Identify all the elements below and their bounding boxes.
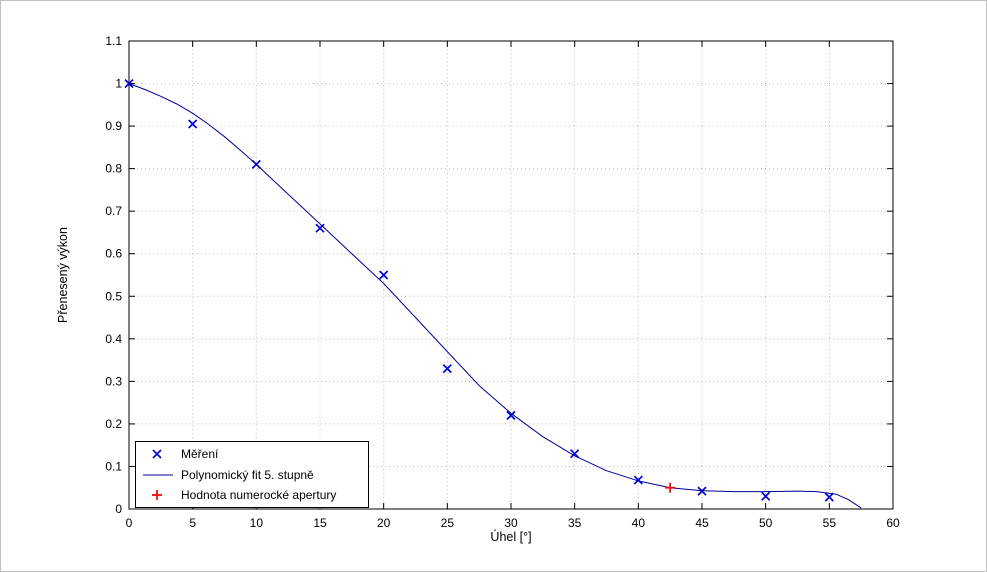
svg-text:1.1: 1.1 [105,34,122,48]
y-tick-labels: 0 0.1 0.2 0.3 0.4 0.5 0.6 0.7 0.8 0.9 1 1.1 [105,34,122,516]
svg-text:0.1: 0.1 [105,459,122,473]
legend-item-fit: Polynomický fit 5. stupně [136,465,368,485]
svg-text:0: 0 [115,502,122,516]
series-2 [665,482,676,493]
plus-marker-icon [152,489,162,500]
svg-text:30: 30 [504,516,518,530]
svg-text:1: 1 [115,77,122,91]
x-marker-icon [152,449,162,459]
svg-text:0.2: 0.2 [105,417,122,431]
svg-text:60: 60 [886,516,900,530]
svg-text:40: 40 [632,516,646,530]
svg-text:0.7: 0.7 [105,204,122,218]
svg-text:0.5: 0.5 [105,289,122,303]
plot-box [128,40,894,510]
legend-label-aperture: Hodnota numerocké apertury [181,487,337,502]
svg-text:25: 25 [441,516,455,530]
svg-text:50: 50 [759,516,773,530]
legend: Měření Polynomický fit 5. stupně Hodnota… [135,441,369,508]
svg-text:55: 55 [823,516,837,530]
x-tick-labels: 0 5 10 15 20 25 30 35 40 45 50 55 60 [126,516,900,530]
svg-text:0: 0 [126,516,133,530]
svg-text:0.3: 0.3 [105,374,122,388]
line-sample-icon [143,474,173,475]
legend-item-aperture: Hodnota numerocké apertury [136,485,368,505]
svg-text:0.6: 0.6 [105,247,122,261]
svg-text:20: 20 [377,516,391,530]
legend-label-fit: Polynomický fit 5. stupně [181,467,314,482]
svg-text:0.9: 0.9 [105,119,122,133]
x-axis-label: Úhel [°] [490,530,532,544]
svg-text:10: 10 [250,516,264,530]
svg-text:5: 5 [189,516,196,530]
svg-text:0.8: 0.8 [105,162,122,176]
grid-lines [129,41,893,509]
svg-text:15: 15 [313,516,327,530]
series-1 [128,83,862,509]
svg-text:45: 45 [695,516,709,530]
axis-ticks [128,40,894,510]
svg-text:0.4: 0.4 [105,332,122,346]
legend-item-measurement: Měření [136,444,368,464]
legend-label-measurement: Měření [181,447,219,462]
y-axis-label: Přenesený výkon [56,227,70,323]
svg-text:35: 35 [568,516,582,530]
